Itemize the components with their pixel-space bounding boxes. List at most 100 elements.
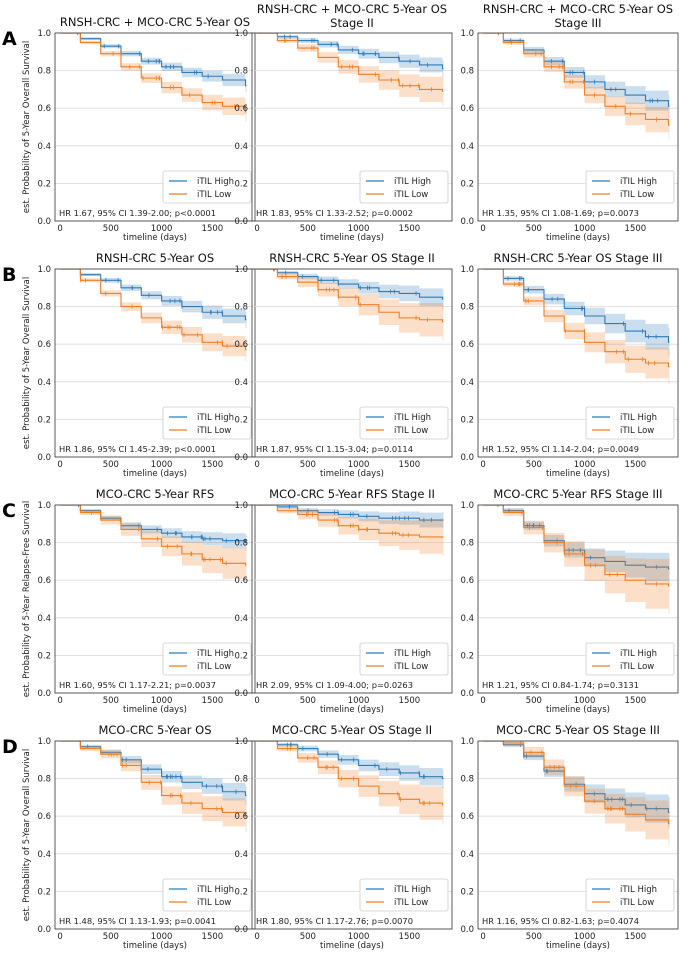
ci-band-high bbox=[60, 33, 247, 93]
y-tick-label: 0.4 bbox=[37, 614, 51, 624]
y-tick-label: 0.8 bbox=[37, 539, 51, 549]
y-tick-label: 0.2 bbox=[37, 887, 51, 897]
y-tick-label: 1.0 bbox=[234, 29, 248, 39]
km-panel-10: MCO-CRC 5-Year OS 0.0 0.2 0.4 0.6 0.8 1.0 0 500 1… bbox=[37, 723, 256, 951]
x-tick-label: 500 bbox=[526, 460, 542, 470]
km-panel-9: MCO-CRC 5-Year RFS Stage III 0.0 0.2 0.4 0.6… bbox=[460, 487, 679, 715]
ci-band-high bbox=[483, 33, 670, 118]
hr-stats-text: HR 1.60, 95% CI 1.17-2.21; p=0.0037 bbox=[59, 680, 216, 690]
legend-label-low: iTIL Low bbox=[394, 898, 428, 908]
legend-box bbox=[585, 642, 675, 676]
x-tick-label: 500 bbox=[300, 460, 316, 470]
y-axis-label: est. Probability of 5-Year Overall Survi… bbox=[22, 277, 32, 449]
legend-label-high: iTIL High bbox=[197, 649, 234, 659]
legend-label-high: iTIL High bbox=[394, 177, 431, 187]
x-axis-label: timeline (days) bbox=[546, 941, 610, 951]
y-tick-label: 0.6 bbox=[234, 104, 248, 114]
legend: iTIL High iTIL Low bbox=[359, 406, 449, 440]
chart-title-line2: Stage III bbox=[554, 16, 601, 30]
row-letter-A: A bbox=[2, 28, 17, 50]
legend-box bbox=[359, 642, 449, 676]
y-tick-label: 0.4 bbox=[234, 850, 248, 860]
plot-area bbox=[60, 269, 247, 362]
plot-frame bbox=[54, 268, 256, 458]
legend-label-high: iTIL High bbox=[620, 413, 657, 423]
x-tick-label: 1500 bbox=[202, 696, 224, 706]
y-tick-label: 0.4 bbox=[234, 614, 248, 624]
ci-band-high bbox=[257, 269, 444, 309]
legend-label-high: iTIL High bbox=[197, 177, 234, 187]
y-tick-label: 0.4 bbox=[460, 850, 474, 860]
y-tick-label: 0.8 bbox=[460, 303, 474, 313]
legend-label-high: iTIL High bbox=[394, 649, 431, 659]
plot-frame bbox=[477, 740, 679, 930]
ci-band-low bbox=[257, 269, 444, 341]
x-axis-label: timeline (days) bbox=[320, 941, 384, 951]
survival-line-low bbox=[257, 269, 444, 323]
hr-stats-text: HR 1.67, 95% CI 1.39-2.00; p<0.0001 bbox=[59, 208, 216, 218]
hr-stats-text: HR 1.21, 95% CI 0.84-1.74; p=0.3131 bbox=[482, 680, 639, 690]
ci-band-low bbox=[60, 33, 247, 122]
x-tick-label: 1000 bbox=[574, 696, 596, 706]
y-tick-label: 1.0 bbox=[460, 29, 474, 39]
y-tick-label: 0.6 bbox=[37, 104, 51, 114]
x-axis-label: timeline (days) bbox=[320, 469, 384, 479]
x-tick-label: 500 bbox=[103, 224, 119, 234]
x-tick-label: 1000 bbox=[348, 696, 370, 706]
legend-label-low: iTIL Low bbox=[197, 662, 231, 672]
x-axis-label: timeline (days) bbox=[123, 469, 187, 479]
y-tick-label: 1.0 bbox=[37, 737, 51, 747]
y-tick-label: 1.0 bbox=[234, 737, 248, 747]
y-tick-label: 0.2 bbox=[234, 415, 248, 425]
x-tick-label: 1000 bbox=[151, 224, 173, 234]
row-letter-D: D bbox=[2, 736, 18, 758]
hr-stats-text: HR 1.80, 95% CI 1.17-2.76; p=0.0070 bbox=[256, 916, 413, 926]
legend-label-low: iTIL Low bbox=[620, 898, 654, 908]
km-panel-4: RNSH-CRC 5-Year OS 0.0 0.2 0.4 0.6 0.8 1.0 0 500… bbox=[37, 251, 256, 479]
survival-line-low bbox=[257, 741, 444, 806]
chart-title: MCO-CRC 5-Year RFS Stage II bbox=[269, 487, 435, 501]
x-tick-label: 500 bbox=[300, 696, 316, 706]
x-axis-label: timeline (days) bbox=[320, 233, 384, 243]
y-tick-label: 0.6 bbox=[460, 576, 474, 586]
plot-frame bbox=[477, 268, 679, 458]
x-axis-label: timeline (days) bbox=[320, 705, 384, 715]
chart-title: MCO-CRC 5-Year OS Stage II bbox=[272, 723, 432, 737]
x-tick-label: 500 bbox=[103, 460, 119, 470]
y-tick-label: 0.2 bbox=[460, 887, 474, 897]
y-tick-label: 0.6 bbox=[37, 576, 51, 586]
legend-box bbox=[162, 878, 252, 912]
y-tick-label: 0.8 bbox=[234, 67, 248, 77]
legend-label-low: iTIL Low bbox=[620, 662, 654, 672]
ci-band-high bbox=[60, 505, 247, 551]
ci-band-low bbox=[483, 741, 670, 846]
x-tick-label: 0 bbox=[57, 460, 62, 470]
survival-line-low bbox=[483, 741, 670, 825]
survival-line-low bbox=[60, 505, 247, 566]
survival-line-high bbox=[483, 269, 670, 343]
survival-line-high bbox=[60, 505, 247, 544]
y-tick-label: 0.4 bbox=[37, 850, 51, 860]
y-tick-label: 0.8 bbox=[37, 775, 51, 785]
legend-box bbox=[359, 406, 449, 440]
legend-label-low: iTIL Low bbox=[620, 190, 654, 200]
x-tick-label: 0 bbox=[57, 696, 62, 706]
legend-box bbox=[162, 170, 252, 204]
x-tick-label: 1000 bbox=[574, 932, 596, 942]
legend: iTIL High iTIL Low bbox=[585, 406, 675, 440]
legend: iTIL High iTIL Low bbox=[162, 878, 252, 912]
plot-frame bbox=[477, 504, 679, 694]
legend: iTIL High iTIL Low bbox=[359, 170, 449, 204]
hr-stats-text: HR 1.86, 95% CI 1.45-2.39; p<0.0001 bbox=[59, 444, 216, 454]
y-tick-label: 0.6 bbox=[460, 340, 474, 350]
survival-line-low bbox=[60, 269, 247, 351]
chart-title: RNSH-CRC + MCO-CRC 5-Year OS bbox=[257, 2, 447, 16]
plot-area bbox=[60, 741, 247, 832]
km-panel-1: RNSH-CRC + MCO-CRC 5-Year OS 0.0 0.2 0.4 0.6… bbox=[37, 15, 256, 243]
survival-line-low bbox=[483, 269, 670, 368]
y-tick-label: 0.6 bbox=[234, 812, 248, 822]
x-axis-label: timeline (days) bbox=[123, 705, 187, 715]
legend-label-high: iTIL High bbox=[394, 885, 431, 895]
y-tick-label: 0.0 bbox=[234, 217, 248, 227]
